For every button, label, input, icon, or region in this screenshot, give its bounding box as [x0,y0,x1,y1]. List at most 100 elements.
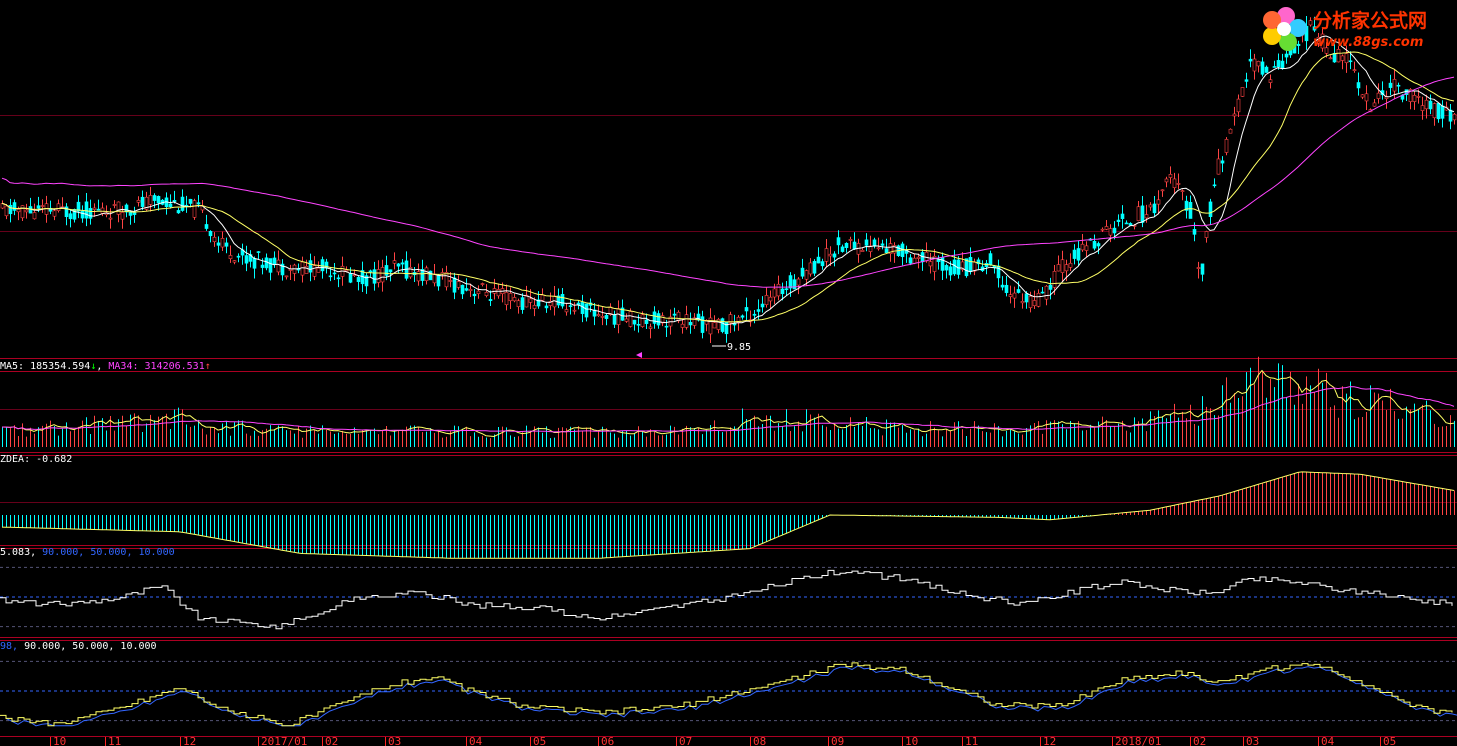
candle-body [316,267,321,273]
candle-body [496,289,501,297]
candle-body [472,293,477,297]
candle-body [1272,66,1277,68]
candle-body [596,314,601,317]
candle-body [1432,103,1437,119]
candle-body [376,269,381,283]
candle-body [1016,289,1021,293]
candle-body [92,207,97,210]
candle-body [948,266,953,276]
candle-body [1164,178,1169,183]
candle-body [1068,262,1073,268]
candle-body [1320,33,1325,49]
volume-ma5-line [1,369,1455,438]
x-tick-label: 09 [831,735,844,746]
candle-body [268,258,273,273]
candle-body [1204,231,1209,238]
x-tick-label: 07 [679,735,692,746]
candle-body [1268,79,1273,83]
candle-body [12,202,17,211]
candle-body [1084,245,1089,251]
candle-body [452,277,457,293]
candle-body [528,298,533,303]
candle-body [1436,102,1441,120]
candle-body [1060,259,1065,273]
candle-body [1064,264,1069,272]
low-marker-label: 9.85 [727,342,751,353]
candle-body [848,239,853,241]
candle-body [368,270,373,273]
candle-body [1148,204,1153,208]
candle-body [172,200,177,202]
candle-body [508,293,513,302]
candle-body [356,277,361,282]
candle-body [944,265,949,271]
candle-body [448,280,453,282]
candle-body [236,255,241,258]
candle-body [600,316,605,318]
candle-body [140,196,145,207]
candle-body [684,314,689,328]
candle-body [120,212,125,220]
candle-body [144,196,149,210]
x-tick-label: 08 [753,735,766,746]
candle-body [1104,226,1109,230]
candle-body [572,309,577,312]
candle-body [1020,300,1025,304]
candle-body [1036,292,1041,307]
candle-body [1412,95,1417,102]
candle-body [936,259,941,262]
osc2-label-part: 90.000, 50.000, 10.000 [24,641,157,652]
candle-body [100,207,105,214]
x-tick-label: 04 [469,735,483,746]
candle-body [1228,128,1233,134]
candle-body [560,293,565,307]
candle-body [1140,205,1145,223]
zdea-line [1,471,1455,559]
candle-body [96,208,101,211]
candle-body [756,309,761,312]
candle-body [860,249,865,252]
candle-body [1196,267,1201,269]
candle-body [888,243,893,254]
candle-body [1332,52,1337,63]
candle-body [252,258,257,269]
candle-body [108,217,113,220]
candle-body [820,261,825,267]
candle-body [764,295,769,306]
volume-label-part: , [96,361,109,372]
candle-body [1028,295,1033,308]
candle-body [832,253,837,258]
candle-body [580,302,585,314]
candle-body [804,270,809,280]
candle-body [336,277,341,280]
candle-body [908,257,913,264]
candle-body [416,271,421,282]
scroll-marker-icon [636,352,642,358]
candle-body [1144,214,1149,219]
candle-body [36,205,41,209]
candle-body [1348,60,1353,63]
candle-body [960,261,965,270]
candle-body [1388,82,1393,88]
candle-body [464,288,469,291]
candle-body [56,203,61,211]
candle-body [1072,249,1077,259]
candle-body [584,303,589,318]
candle-body [568,305,573,307]
x-tick-label: 06 [601,735,614,746]
x-tick-label: 12 [183,735,196,746]
candle-body [328,275,333,278]
candle-body [484,291,489,296]
candle-body [1336,49,1341,63]
candle-body [488,299,493,301]
candle-body [876,247,881,250]
candle-body [1076,248,1081,261]
candle-body [768,296,773,302]
osc2-line [0,662,1453,727]
candle-body [208,231,213,237]
candle-body [192,200,197,218]
candle-body [784,288,789,291]
candle-body [688,321,693,326]
candle-body [64,206,69,217]
candle-body [1236,98,1241,113]
